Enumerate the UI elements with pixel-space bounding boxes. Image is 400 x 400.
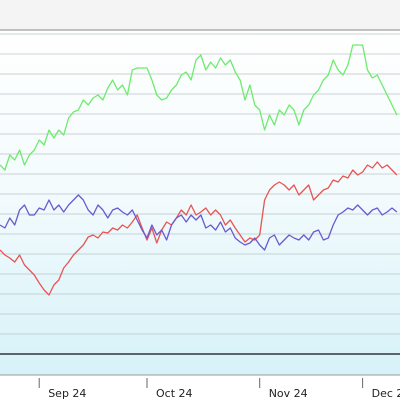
plot-area [0,30,400,375]
grid [0,33,400,355]
x-tick-label: Oct 24 [156,387,193,400]
x-tick-label: Sep 24 [48,387,86,400]
x-tick-label: Dec 2 [372,387,400,400]
toolbar-area [0,0,400,30]
series-line [0,44,398,171]
series-lines [0,44,398,296]
series-line [0,161,398,296]
x-axis: Sep 24 Oct 24 Nov 24 Dec 2 [38,378,400,400]
x-axis-band [0,375,400,400]
x-tick-label: Nov 24 [269,387,308,400]
series-line [0,194,398,251]
